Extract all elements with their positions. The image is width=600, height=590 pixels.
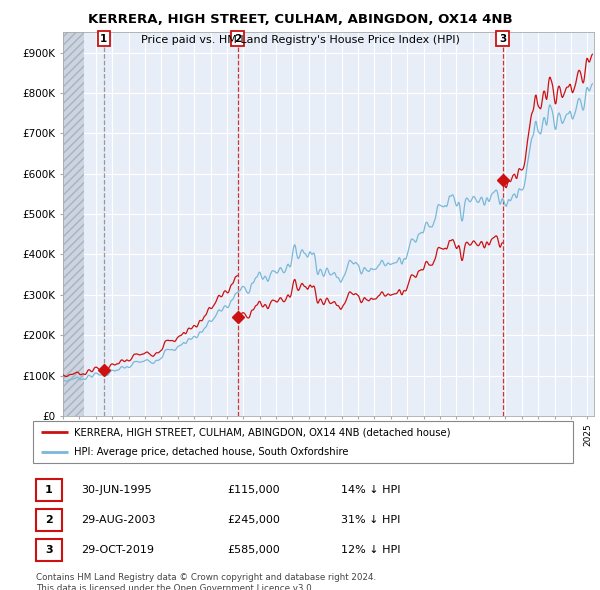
Text: 29-OCT-2019: 29-OCT-2019: [82, 545, 155, 555]
FancyBboxPatch shape: [36, 479, 62, 501]
FancyBboxPatch shape: [36, 539, 62, 561]
Text: 3: 3: [45, 545, 52, 555]
FancyBboxPatch shape: [33, 421, 573, 463]
Text: KERRERA, HIGH STREET, CULHAM, ABINGDON, OX14 4NB: KERRERA, HIGH STREET, CULHAM, ABINGDON, …: [88, 13, 512, 26]
Text: 14% ↓ HPI: 14% ↓ HPI: [341, 485, 400, 495]
Text: 12% ↓ HPI: 12% ↓ HPI: [341, 545, 400, 555]
Text: £115,000: £115,000: [227, 485, 280, 495]
FancyBboxPatch shape: [36, 509, 62, 531]
Text: 2: 2: [234, 34, 241, 44]
Text: 2: 2: [45, 515, 53, 525]
Text: £585,000: £585,000: [227, 545, 280, 555]
Text: £245,000: £245,000: [227, 515, 280, 525]
Text: Price paid vs. HM Land Registry's House Price Index (HPI): Price paid vs. HM Land Registry's House …: [140, 35, 460, 45]
Text: Contains HM Land Registry data © Crown copyright and database right 2024.
This d: Contains HM Land Registry data © Crown c…: [36, 573, 376, 590]
Text: 29-AUG-2003: 29-AUG-2003: [82, 515, 156, 525]
Text: 31% ↓ HPI: 31% ↓ HPI: [341, 515, 400, 525]
Text: HPI: Average price, detached house, South Oxfordshire: HPI: Average price, detached house, Sout…: [74, 447, 348, 457]
Text: 30-JUN-1995: 30-JUN-1995: [82, 485, 152, 495]
Bar: [63, 32, 85, 416]
Text: 1: 1: [100, 34, 107, 44]
Text: KERRERA, HIGH STREET, CULHAM, ABINGDON, OX14 4NB (detached house): KERRERA, HIGH STREET, CULHAM, ABINGDON, …: [74, 427, 450, 437]
Text: 1: 1: [45, 485, 53, 495]
Text: 3: 3: [499, 34, 506, 44]
